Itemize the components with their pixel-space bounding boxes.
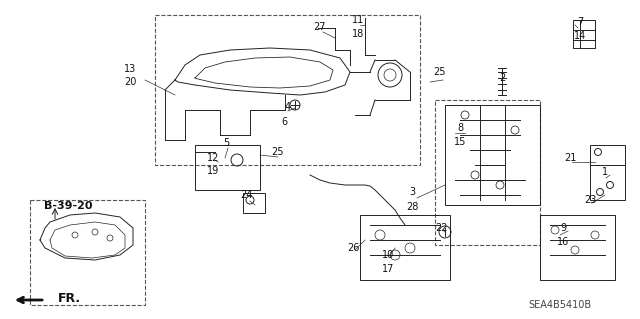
- Text: 16: 16: [557, 237, 569, 247]
- Text: 27: 27: [314, 22, 326, 32]
- Bar: [573, 20, 595, 48]
- Text: 25: 25: [271, 147, 284, 157]
- Text: B-39-20: B-39-20: [44, 201, 92, 211]
- Text: 24: 24: [240, 190, 252, 200]
- Text: 26: 26: [347, 243, 359, 253]
- Text: 3: 3: [409, 187, 415, 197]
- Text: 7: 7: [577, 17, 583, 27]
- Bar: [590, 145, 625, 200]
- Text: 10: 10: [382, 250, 394, 260]
- Bar: [445, 105, 540, 205]
- Text: 5: 5: [223, 138, 229, 148]
- Text: FR.: FR.: [58, 293, 81, 306]
- Text: 18: 18: [352, 29, 364, 39]
- Text: 17: 17: [382, 264, 394, 274]
- Text: 22: 22: [435, 223, 447, 233]
- Text: 2: 2: [499, 73, 505, 83]
- Text: 1: 1: [602, 167, 608, 177]
- Bar: [195, 145, 260, 190]
- Bar: [243, 193, 265, 213]
- Text: 21: 21: [564, 153, 576, 163]
- Text: 4: 4: [285, 102, 291, 112]
- Text: 13: 13: [124, 64, 136, 74]
- Text: 6: 6: [281, 117, 287, 127]
- Text: 25: 25: [434, 67, 446, 77]
- Text: 20: 20: [124, 77, 136, 87]
- Bar: [540, 215, 615, 280]
- Bar: [360, 215, 450, 280]
- Text: 15: 15: [454, 137, 466, 147]
- Text: 14: 14: [574, 31, 586, 41]
- Text: 9: 9: [560, 223, 566, 233]
- Text: 8: 8: [457, 123, 463, 133]
- Text: 19: 19: [207, 166, 219, 176]
- Text: 23: 23: [584, 195, 596, 205]
- Text: 11: 11: [352, 15, 364, 25]
- Text: 28: 28: [406, 202, 418, 212]
- Text: SEA4B5410B: SEA4B5410B: [529, 300, 591, 310]
- Text: 12: 12: [207, 153, 219, 163]
